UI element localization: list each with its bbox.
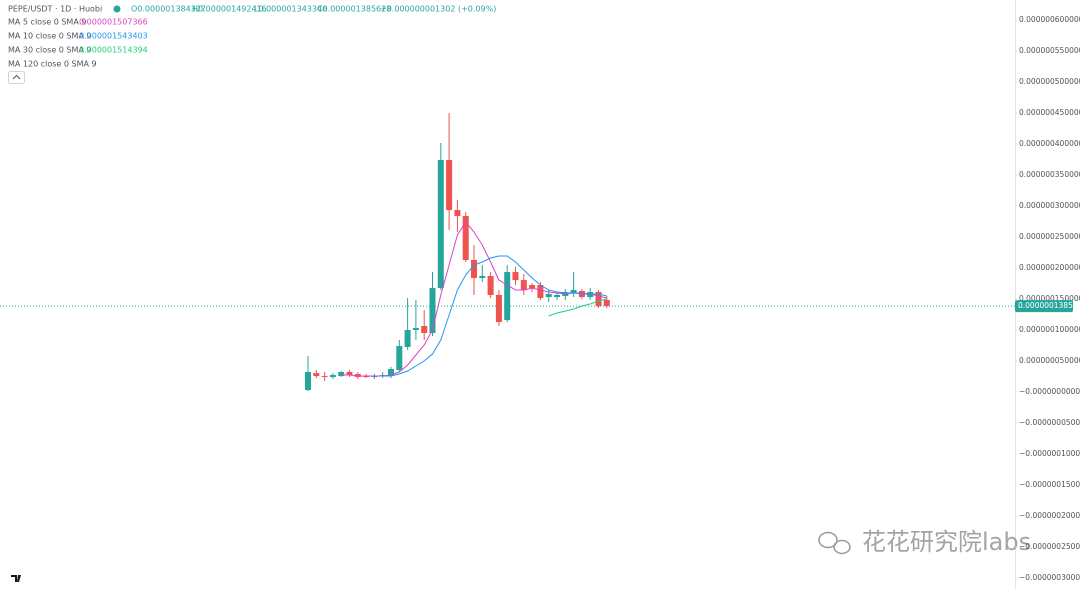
last-price-tag [1015,300,1073,313]
candle-body [512,272,519,281]
candle-body [338,372,345,377]
y-tick-label: 0.0000003500000 [1019,170,1080,179]
y-tick-label: −0.0000000500000 [1019,418,1080,427]
candle-body [537,285,544,299]
candle-body [495,294,502,323]
logo-mark[interactable] [11,575,21,582]
candle-body [545,294,552,298]
legend-name: MA 5 close 0 SMA 9 [8,18,86,27]
watermark: 花花研究院labs [862,528,1031,556]
candle-body [529,285,536,289]
legend-value: 0.000001514394 [79,46,148,55]
plot-area [305,113,610,392]
candle-body [313,373,320,377]
y-tick-label: 0.0000000500000 [1019,356,1080,365]
candle-body [487,276,494,295]
symbol: PEPE/USDT · 1D · Huobi [8,5,102,14]
collapse-icon[interactable] [12,74,21,80]
wechat-bubble [818,531,838,549]
candle-body [404,330,411,348]
y-tick-label: −0.0000000000000 [1019,387,1080,396]
collapse-button[interactable] [8,71,25,84]
last-price-label: 0.0000001385628 [1018,301,1080,310]
candle-body [412,328,419,331]
candle-body [454,210,461,217]
candle-body [363,376,370,378]
candle-body [429,288,436,334]
ohlc-change: +0.000000001302 (+0.09%) [380,5,496,14]
candle-body [388,369,394,377]
candle-body [603,300,610,307]
tradingview-logo[interactable] [8,571,26,585]
y-tick-label: −0.0000001500000 [1019,480,1080,489]
ohlc-close: C0.000001385628 [317,5,391,14]
candle-body [329,375,336,378]
y-tick-label: 0.0000005500000 [1019,46,1080,55]
legend-value: 0.000001507366 [79,18,148,27]
y-tick-label: 0.0000004500000 [1019,108,1080,117]
candle-body [595,292,602,307]
candle-body [462,216,469,261]
y-tick-label: −0.0000003000000 [1019,573,1080,582]
ma-line [382,255,607,377]
candle-body [371,376,378,378]
y-tick-label: 0.0000006000000 [1019,15,1080,24]
ma-line [548,298,607,317]
candle-body [437,160,444,289]
y-tick-label: −0.0000002500000 [1019,542,1080,551]
ohlc-high: H0.000001492416 [192,5,267,14]
y-tick-label: 0.0000004000000 [1019,139,1080,148]
candle-body [520,280,527,291]
collapse-box[interactable] [8,71,25,84]
ohlc-open: O0.000001384327 [131,5,206,14]
candle-body [570,290,577,294]
y-tick-label: 0.0000001000000 [1019,325,1080,334]
status-dot [113,5,121,13]
candle-body [346,372,353,376]
legend-name: MA 120 close 0 SMA 9 [8,60,97,69]
ohlc-low: L0.000001343346 [254,5,327,14]
wechat-bubble [833,539,851,555]
candle-body [396,346,403,371]
candle-body [587,292,594,298]
y-tick-label: 0.0000005000000 [1019,77,1080,86]
y-tick-label: 0.0000002000000 [1019,263,1080,272]
candle-body [446,160,453,211]
legend-name: MA 10 close 0 SMA 9 [8,32,92,41]
candle-body [479,276,486,279]
y-tick-label: 0.0000002500000 [1019,232,1080,241]
candle-body [305,372,311,391]
legend-value: 0.000001543403 [79,32,148,41]
y-tick-label: 0.0000001500000 [1019,294,1080,303]
candle-body [471,260,477,279]
y-tick-label: −0.0000002000000 [1019,511,1080,520]
candle-body [554,294,560,298]
candle-body [321,376,328,378]
y-tick-label: 0.0000003000000 [1019,201,1080,210]
legend-name: MA 30 close 0 SMA 9 [8,46,92,55]
watermark-icon [818,531,851,555]
y-tick-label: −0.0000001000000 [1019,449,1080,458]
candle-body [504,272,511,321]
candle-body [421,325,428,334]
